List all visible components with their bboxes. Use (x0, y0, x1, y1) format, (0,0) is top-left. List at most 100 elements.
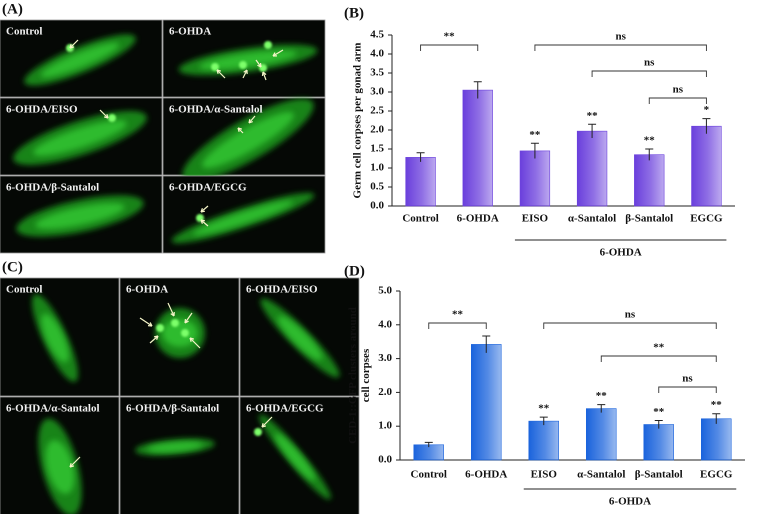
x-tick-label: EISO (531, 469, 558, 481)
cell-corpse (156, 324, 164, 332)
comparison-bracket (600, 355, 717, 362)
micrograph: 6-OHDA (162, 19, 326, 98)
arrow-head (200, 219, 206, 224)
worm-core (33, 120, 127, 156)
error-bar (645, 148, 654, 161)
y-tick-label: 3.0 (378, 352, 392, 364)
cell-corpse (211, 63, 219, 71)
error-bar (654, 419, 663, 429)
worm-core (147, 441, 203, 453)
worm-core (202, 112, 294, 168)
arrow-head (189, 337, 195, 343)
image-label: 6-OHDA/EGCG (246, 403, 324, 415)
arrow-head (261, 422, 267, 428)
arrow (272, 49, 284, 57)
arrow-head (147, 322, 153, 327)
y-tick-label: 2.5 (370, 105, 384, 117)
comparison-bracket (648, 97, 707, 104)
significance-label: * (704, 104, 710, 116)
bracket-label: ns (682, 373, 693, 385)
bracket-label: ** (444, 31, 456, 43)
cell-corpse (181, 329, 189, 337)
bar (585, 408, 617, 461)
worm-core (45, 440, 75, 494)
error-bar (424, 441, 433, 448)
significance-label: ** (587, 110, 599, 122)
arrow-head (69, 462, 75, 468)
arrow-head (170, 311, 175, 317)
arrow (139, 317, 153, 327)
y-tick-label: 1.0 (370, 162, 384, 174)
y-tick-label: 0.0 (378, 454, 392, 466)
arrow (200, 205, 209, 213)
cell-corpse (239, 61, 247, 69)
image-label: 6-OHDA/α-Santalol (6, 403, 100, 415)
image-label: 6-OHDA (126, 284, 168, 296)
arrow-head (272, 52, 278, 57)
bracket-label: ** (452, 309, 464, 321)
image-label: Control (6, 284, 42, 296)
x-tick-label: EGCG (690, 213, 723, 225)
y-tick-label: 0.0 (370, 200, 384, 212)
x-tick-label: α-Santalol (577, 469, 625, 481)
y-tick-label: 1.5 (370, 143, 384, 155)
panel-label: (B) (344, 5, 364, 21)
arrow-head (184, 318, 189, 324)
error-bar (473, 81, 482, 99)
arrow (149, 335, 159, 344)
bracket-label: ** (653, 342, 665, 354)
y-tick-label: 3.5 (370, 67, 384, 79)
worm-core (193, 200, 293, 236)
y-axis-label: cell corpses (360, 348, 372, 402)
micrograph: Control (0, 277, 120, 397)
comparison-bracket (420, 44, 479, 51)
worm-core (35, 203, 125, 229)
group-label: 6-OHDA (600, 247, 642, 259)
arrow (261, 416, 273, 428)
y-tick-label: 4.5 (370, 29, 384, 41)
micrograph: 6-OHDA/EISO (239, 277, 360, 397)
bar (470, 344, 502, 461)
arrow (255, 59, 262, 68)
arrow (262, 71, 267, 81)
bar (691, 125, 722, 207)
arrow-head (248, 118, 253, 124)
y-tick-label: 0.5 (370, 181, 384, 193)
panel-label: (A) (2, 1, 23, 17)
x-tick-label: EISO (522, 213, 549, 225)
micrograph: 6-OHDA/α-Santalol (162, 97, 326, 182)
micrograph-frame (119, 396, 240, 514)
x-tick-label: β-Santalol (635, 469, 683, 481)
micrograph: 6-OHDA (119, 277, 240, 397)
micrograph: 6-OHDA/β-Santalol (119, 396, 240, 514)
image-label: 6-OHDA/EGCG (169, 182, 247, 194)
arrow-head (69, 43, 75, 49)
significance-label: ** (538, 403, 550, 415)
bracket-label: ns (673, 84, 684, 96)
comparison-bracket (591, 70, 707, 77)
bracket-label: ns (644, 57, 655, 69)
image-label: 6-OHDA/β-Santalol (6, 182, 99, 194)
worm-core (162, 319, 198, 347)
error-bar (597, 404, 606, 413)
image-label: 6-OHDA/EISO (6, 104, 78, 116)
significance-label: ** (644, 135, 656, 147)
micrograph: 6-OHDA/α-Santalol (0, 396, 120, 514)
arrow (200, 219, 209, 227)
error-bar (416, 152, 425, 162)
panel-label: (D) (344, 263, 365, 279)
arrow (167, 302, 175, 317)
worm-core (40, 42, 120, 78)
micrograph: 6-OHDA/β-Santalol (0, 175, 163, 254)
arrow (69, 456, 81, 468)
error-bar (539, 416, 548, 426)
bracket-label: ns (615, 31, 626, 43)
x-tick-label: 6-OHDA (457, 213, 499, 225)
micrograph: 6-OHDA/EGCG (239, 396, 360, 514)
arrow (184, 312, 193, 324)
arrow (216, 69, 226, 79)
micrograph: Control (0, 19, 163, 98)
cell-corpse (254, 428, 262, 436)
y-tick-label: 3.0 (370, 86, 384, 98)
bar (462, 89, 493, 207)
